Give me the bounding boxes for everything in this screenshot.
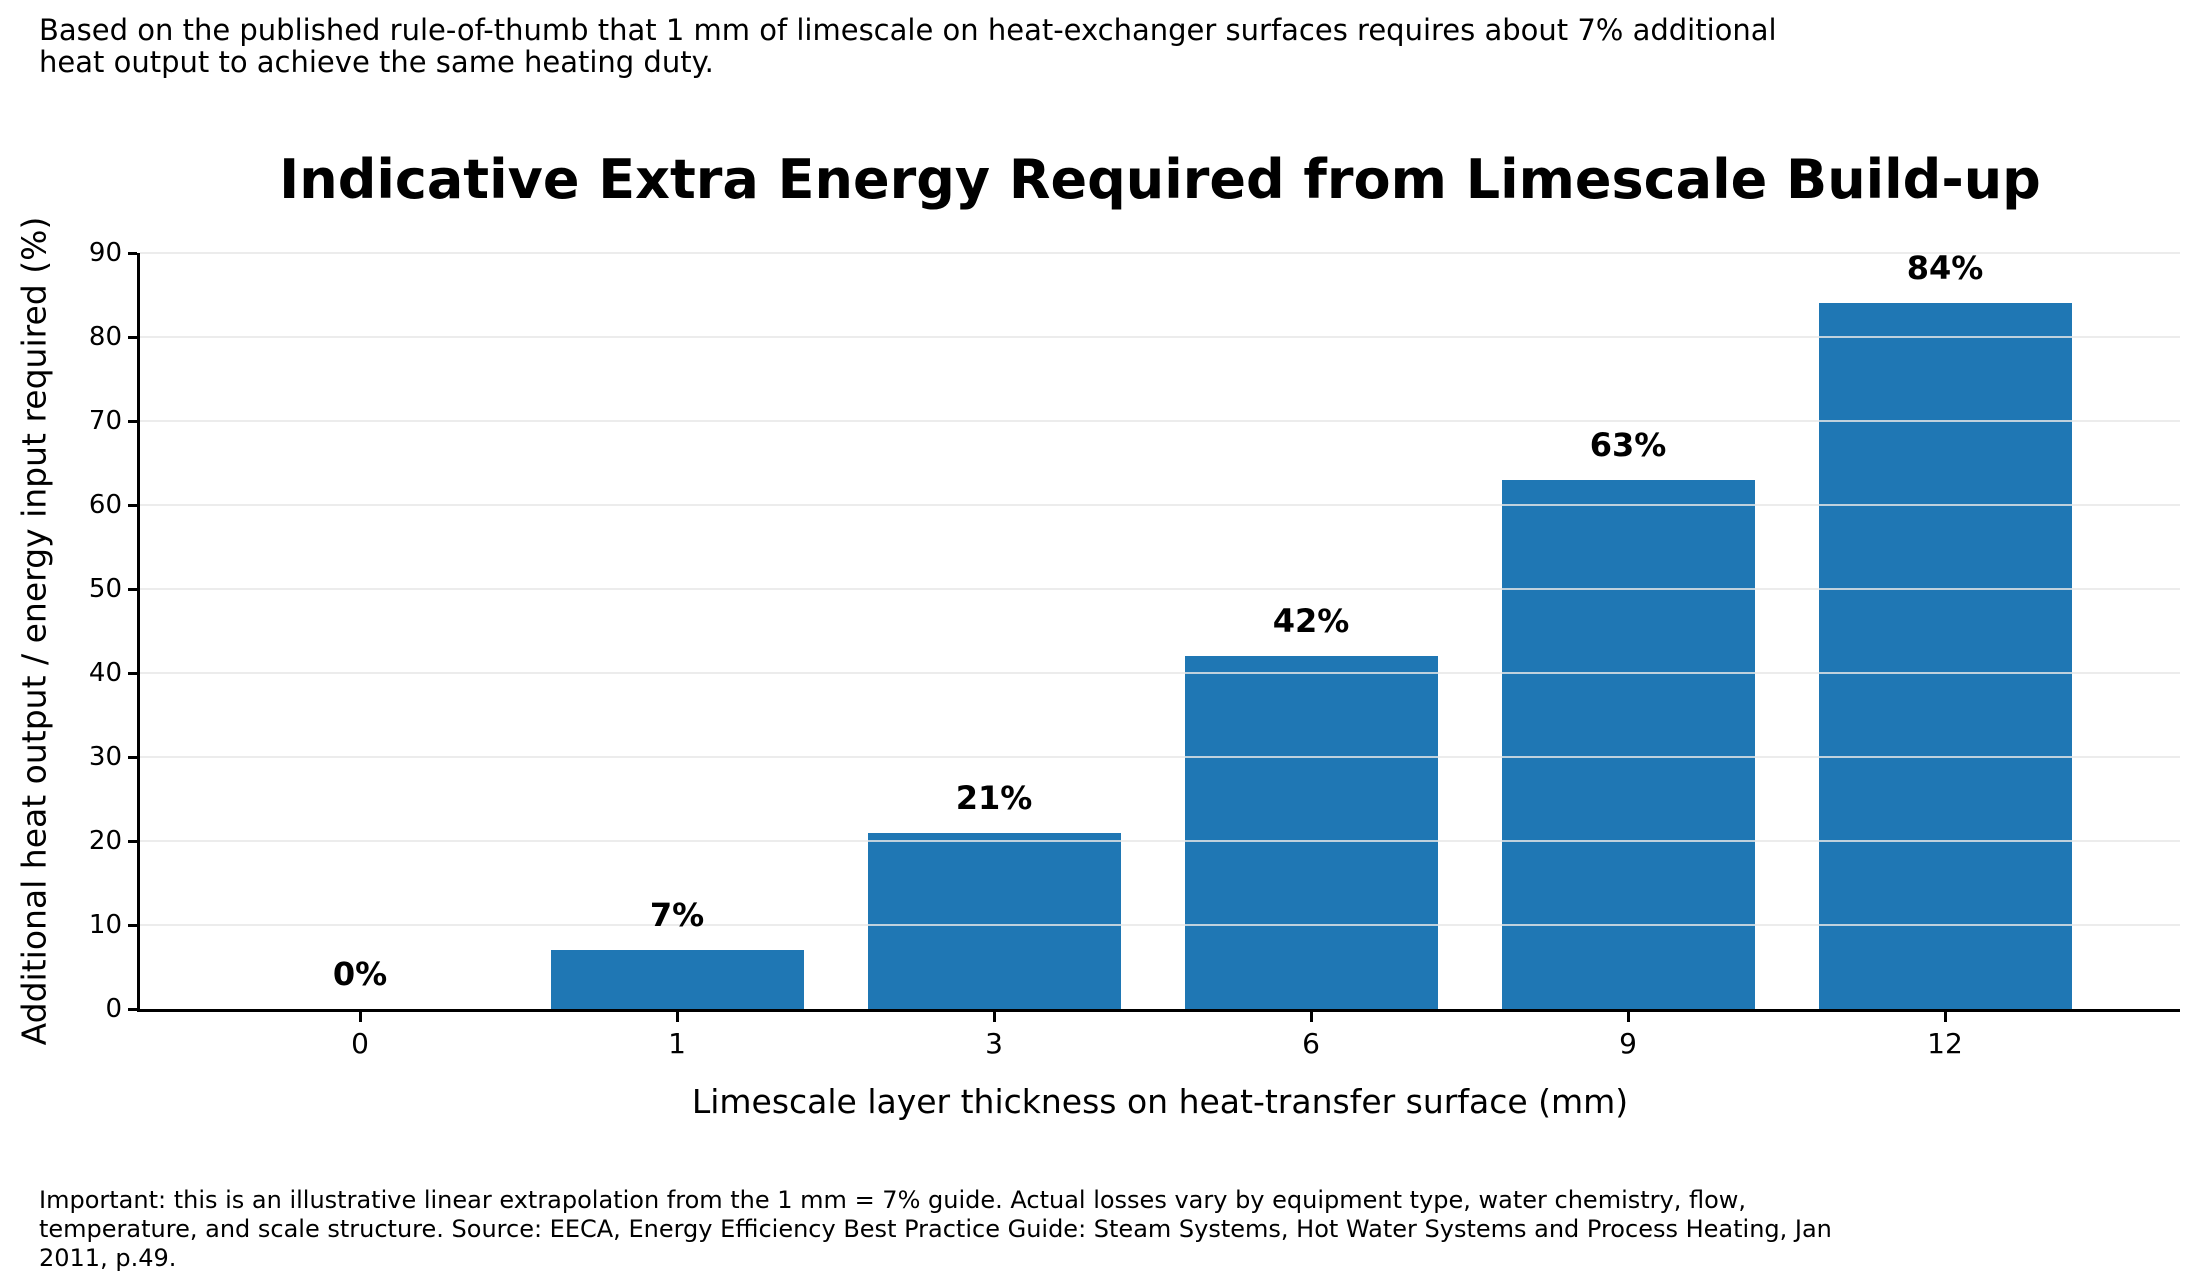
y-tick bbox=[128, 251, 137, 255]
y-tick-label: 50 bbox=[88, 574, 122, 604]
top-note-line-1: Based on the published rule-of-thumb tha… bbox=[39, 13, 1777, 47]
y-tick-label: 80 bbox=[88, 322, 122, 352]
x-tick-label: 9 bbox=[1619, 1027, 1637, 1060]
y-tick bbox=[128, 755, 137, 759]
x-tick bbox=[1626, 1012, 1630, 1022]
y-tick bbox=[128, 335, 137, 339]
y-tick-label: 20 bbox=[88, 826, 122, 856]
bar-value-label: 7% bbox=[649, 896, 705, 935]
gridline bbox=[140, 336, 2180, 338]
chart-title: Indicative Extra Energy Required from Li… bbox=[279, 148, 2041, 211]
x-tick-label: 1 bbox=[668, 1027, 686, 1060]
y-tick-label: 90 bbox=[88, 238, 122, 268]
bar bbox=[550, 950, 804, 1009]
gridline bbox=[140, 420, 2180, 422]
top-note-line-2: heat output to achieve the same heating … bbox=[39, 45, 714, 79]
gridline bbox=[140, 252, 2180, 254]
x-tick-label: 12 bbox=[1927, 1027, 1963, 1060]
x-tick bbox=[1943, 1012, 1947, 1022]
x-tick bbox=[1309, 1012, 1313, 1022]
x-tick-label: 3 bbox=[985, 1027, 1003, 1060]
x-tick bbox=[358, 1012, 362, 1022]
footer-note-line-2: temperature, and scale structure. Source… bbox=[39, 1215, 1832, 1243]
y-tick bbox=[128, 587, 137, 591]
bar bbox=[1184, 656, 1438, 1009]
bar-value-label: 84% bbox=[1906, 249, 1984, 288]
bar-value-label: 63% bbox=[1589, 425, 1667, 464]
x-axis-spine bbox=[137, 1009, 2180, 1012]
y-tick bbox=[128, 1007, 137, 1011]
y-tick bbox=[128, 503, 137, 507]
x-axis-label: Limescale layer thickness on heat-transf… bbox=[691, 1082, 1629, 1121]
gridline bbox=[140, 924, 2180, 926]
x-tick-label: 6 bbox=[1302, 1027, 1320, 1060]
bar bbox=[1501, 479, 1755, 1009]
y-tick-label: 60 bbox=[88, 490, 122, 520]
bar-value-label: 0% bbox=[332, 955, 388, 993]
footer-note: Important: this is an illustrative linea… bbox=[39, 1186, 1832, 1273]
y-tick-label: 30 bbox=[88, 742, 122, 772]
bar bbox=[1818, 303, 2072, 1009]
gridline bbox=[140, 672, 2180, 674]
y-tick-label: 70 bbox=[88, 406, 122, 436]
gridline bbox=[140, 588, 2180, 590]
bar bbox=[867, 832, 1121, 1009]
plot-area: 0 10 20 30 40 50 60 70 80 90 0% 0 7% 1 21% 3 42% 6 63% 9 84%… bbox=[89, 238, 2180, 1060]
x-tick bbox=[675, 1012, 679, 1022]
bar-value-label: 42% bbox=[1272, 602, 1350, 641]
footer-note-line-3: 2011, p.49. bbox=[39, 1244, 177, 1272]
footer-note-line-1: Important: this is an illustrative linea… bbox=[39, 1186, 1747, 1214]
y-tick bbox=[128, 923, 137, 927]
x-tick-label: 0 bbox=[351, 1027, 369, 1060]
gridline bbox=[140, 504, 2180, 506]
x-tick bbox=[992, 1012, 996, 1022]
y-tick-label: 0 bbox=[105, 994, 122, 1024]
bar-value-label: 21% bbox=[955, 778, 1033, 817]
y-tick bbox=[128, 839, 137, 843]
y-tick-label: 10 bbox=[88, 910, 122, 940]
gridline bbox=[140, 840, 2180, 842]
y-axis-spine bbox=[137, 253, 140, 1012]
gridline bbox=[140, 756, 2180, 758]
y-tick-label: 40 bbox=[88, 658, 122, 688]
y-tick bbox=[128, 419, 137, 423]
y-tick bbox=[128, 671, 137, 675]
top-note: Based on the published rule-of-thumb tha… bbox=[39, 14, 1777, 78]
y-axis-label: Additional heat output / energy input re… bbox=[14, 216, 54, 1046]
